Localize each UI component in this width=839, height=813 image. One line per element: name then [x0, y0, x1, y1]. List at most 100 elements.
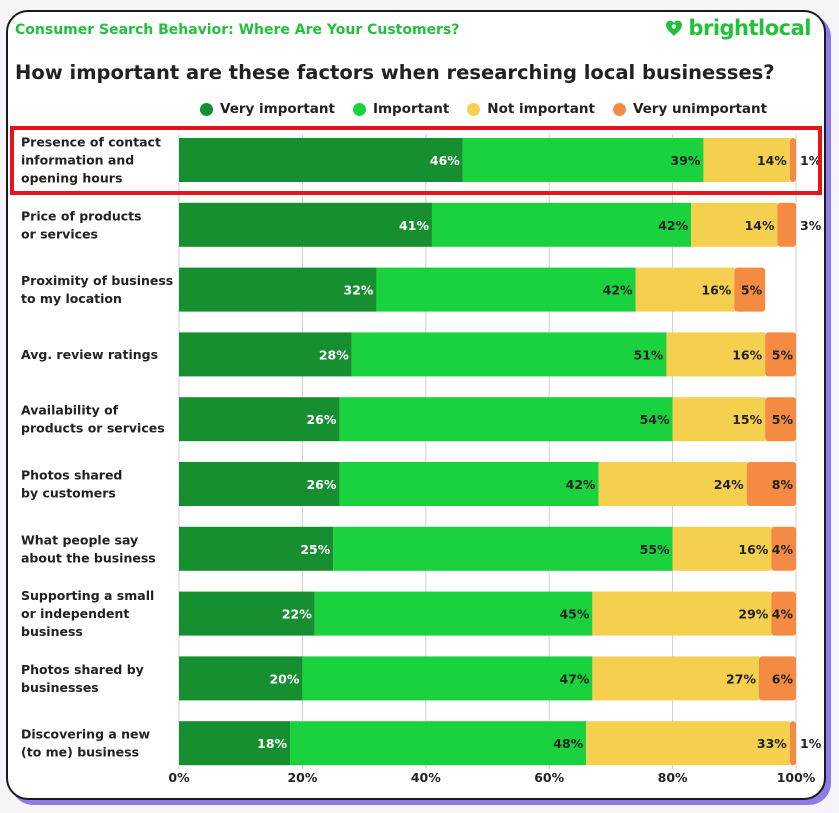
legend-item-not-important: Not important [467, 101, 595, 117]
legend-label: Very important [220, 101, 335, 117]
bar-segment-not-important [635, 267, 735, 312]
bar-segment-very-important [179, 462, 340, 506]
bar-segment-not-important [672, 526, 772, 571]
data-label: 22% [282, 607, 312, 622]
data-label: 54% [640, 412, 670, 427]
data-label: 16% [701, 283, 731, 298]
x-tick-label: 100% [777, 770, 816, 785]
data-label: 15% [732, 412, 762, 427]
bar-segment-important [339, 462, 599, 506]
bar-segment-not-important [691, 202, 778, 247]
category-label: or independent [21, 606, 129, 621]
data-label: 55% [640, 542, 670, 557]
bar-segment-important [314, 591, 593, 636]
data-label: 39% [671, 153, 701, 168]
bar-segment-very-unimportant [765, 397, 796, 442]
bar-segment-very-unimportant [734, 267, 766, 312]
bar-segment-very-important [179, 656, 303, 701]
bar-segment-not-important [666, 332, 766, 377]
category-label: about the business [21, 550, 156, 565]
data-label: 3% [800, 218, 822, 233]
data-label: 1% [800, 153, 822, 168]
category-label: businesses [21, 680, 99, 695]
data-label: 42% [566, 477, 596, 492]
report-kicker: Consumer Search Behavior: Where Are Your… [15, 22, 460, 38]
brand-logo: brightlocal [664, 16, 811, 40]
bar-segment-important [333, 526, 673, 571]
bar-segment-very-unimportant [771, 526, 796, 571]
category-label: What people say [21, 532, 138, 547]
legend-swatch [467, 102, 481, 116]
bar-segment-very-unimportant [789, 721, 796, 766]
data-label: 26% [306, 412, 336, 427]
bar-segment-very-unimportant [771, 591, 796, 636]
legend-label: Very unimportant [632, 101, 768, 117]
category-label: Proximity of business [21, 273, 173, 288]
category-label: Photos shared by [21, 662, 144, 677]
bar-segment-important [462, 138, 704, 182]
data-label: 1% [800, 736, 822, 751]
bar-segment-very-important [179, 526, 334, 571]
bar-segment-very-important [179, 332, 352, 377]
category-label: information and [21, 153, 134, 168]
legend-item-important: Important [352, 101, 450, 117]
data-label: 33% [757, 736, 787, 751]
legend-label: Important [372, 101, 450, 117]
data-label: 46% [430, 153, 460, 168]
category-label: Discovering a new [21, 727, 151, 742]
brand-name: brightlocal [688, 16, 811, 40]
bar-segment-very-important [179, 591, 315, 636]
bar-segment-very-unimportant [765, 332, 796, 377]
category-label: Presence of contact [21, 135, 161, 150]
category-label: Supporting a small [21, 588, 154, 603]
bar-segment-not-important [703, 138, 790, 182]
x-tick-label: 80% [658, 770, 688, 785]
chart-title: How important are these factors when res… [15, 61, 775, 84]
bar-segment-very-important [179, 267, 377, 312]
brightlocal-pin-icon [666, 20, 683, 36]
data-label: 14% [757, 153, 787, 168]
category-label: Photos shared [21, 468, 122, 483]
bar-segment-very-unimportant [789, 138, 796, 182]
category-label: business [21, 624, 83, 639]
data-label: 27% [726, 671, 756, 686]
data-label: 5% [772, 412, 794, 427]
x-tick-label: 20% [287, 770, 317, 785]
bar-segment-not-important [598, 462, 747, 506]
data-label: 29% [738, 607, 768, 622]
bar-segment-important [290, 721, 587, 766]
data-label: 4% [772, 542, 794, 557]
category-label: products or services [21, 421, 165, 436]
data-label: 26% [306, 477, 336, 492]
data-label: 42% [603, 283, 633, 298]
category-label: Avg. review ratings [21, 347, 158, 362]
data-label: 42% [658, 218, 688, 233]
bar-segment-very-important [179, 138, 463, 182]
legend-item-very-unimportant: Very unimportant [612, 101, 768, 117]
data-label: 25% [300, 542, 330, 557]
category-label: by customers [21, 486, 116, 501]
data-label: 14% [745, 218, 775, 233]
bar-segment-important [376, 267, 636, 312]
data-label: 8% [772, 477, 794, 492]
data-label: 48% [553, 736, 583, 751]
legend-swatch [200, 102, 213, 116]
x-tick-label: 40% [411, 770, 441, 785]
data-label: 47% [559, 671, 589, 686]
bar-segment-not-important [672, 397, 766, 442]
data-label: 5% [772, 347, 794, 362]
bar-segment-very-unimportant [777, 202, 796, 247]
bar-segment-not-important [592, 656, 759, 701]
bar-segment-not-important [592, 591, 772, 636]
data-label: 20% [269, 671, 299, 686]
data-label: 24% [714, 477, 744, 492]
bar-segment-very-unimportant [758, 656, 796, 701]
chart-legend: Very important Important Not important V… [200, 101, 767, 117]
highlight-box [10, 126, 822, 195]
data-label: 4% [772, 607, 794, 622]
category-label: Price of products [21, 208, 142, 223]
category-label: or services [21, 226, 98, 241]
data-label: 16% [738, 542, 768, 557]
data-label: 51% [634, 347, 664, 362]
